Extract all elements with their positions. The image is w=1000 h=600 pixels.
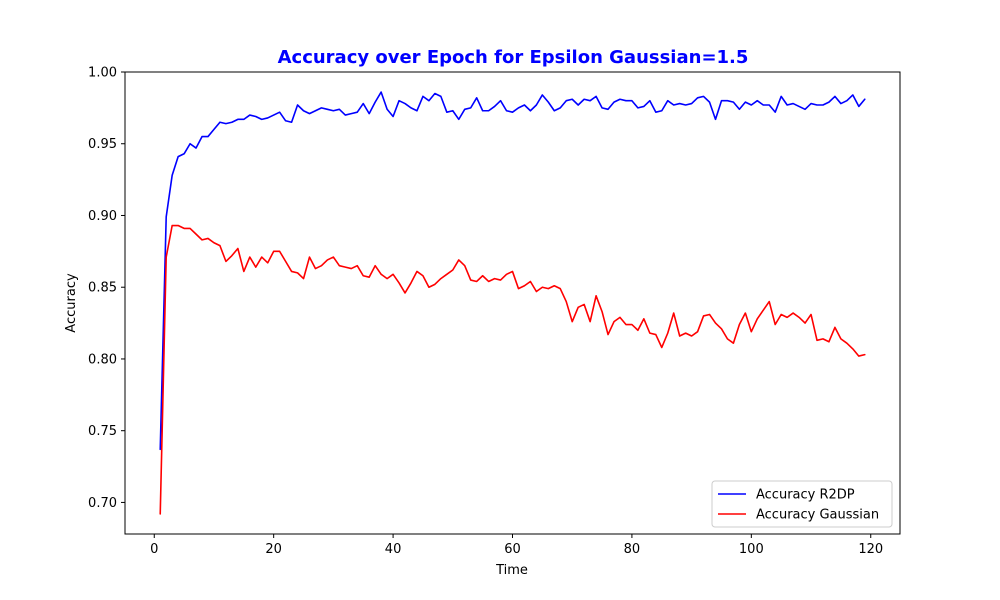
x-tick-label: 80 — [624, 542, 641, 557]
y-axis-ticks: 0.70 0.75 0.80 0.85 0.90 0.95 1.00 — [88, 66, 125, 511]
y-axis-label: Accuracy — [64, 273, 79, 333]
y-tick-label: 1.00 — [88, 66, 117, 81]
x-tick-label: 20 — [265, 542, 282, 557]
y-tick-label: 0.70 — [88, 496, 117, 511]
series-line-r2dp — [159, 91, 866, 451]
y-tick-label: 0.85 — [88, 281, 117, 296]
legend: Accuracy R2DP Accuracy Gaussian — [711, 480, 893, 528]
legend-label: Accuracy R2DP — [756, 488, 855, 503]
x-tick-label: 60 — [504, 542, 521, 557]
y-tick-label: 0.90 — [88, 209, 117, 224]
y-tick-label: 0.75 — [88, 424, 117, 439]
x-tick-label: 120 — [858, 542, 883, 557]
legend-label: Accuracy Gaussian — [756, 508, 879, 523]
x-tick-label: 0 — [150, 542, 158, 557]
y-tick-label: 0.95 — [88, 137, 117, 152]
y-tick-label: 0.80 — [88, 352, 117, 367]
x-tick-label: 100 — [739, 542, 764, 557]
x-tick-label: 40 — [385, 542, 402, 557]
x-axis-label: Time — [495, 563, 528, 578]
series-line-gaussian — [159, 224, 866, 515]
axes-frame — [124, 71, 901, 535]
series-lines — [159, 91, 866, 515]
legend-box — [711, 480, 893, 528]
x-axis-ticks: 0 20 40 60 80 100 120 — [150, 534, 883, 557]
chart-title: Accuracy over Epoch for Epsilon Gaussian… — [278, 47, 749, 68]
